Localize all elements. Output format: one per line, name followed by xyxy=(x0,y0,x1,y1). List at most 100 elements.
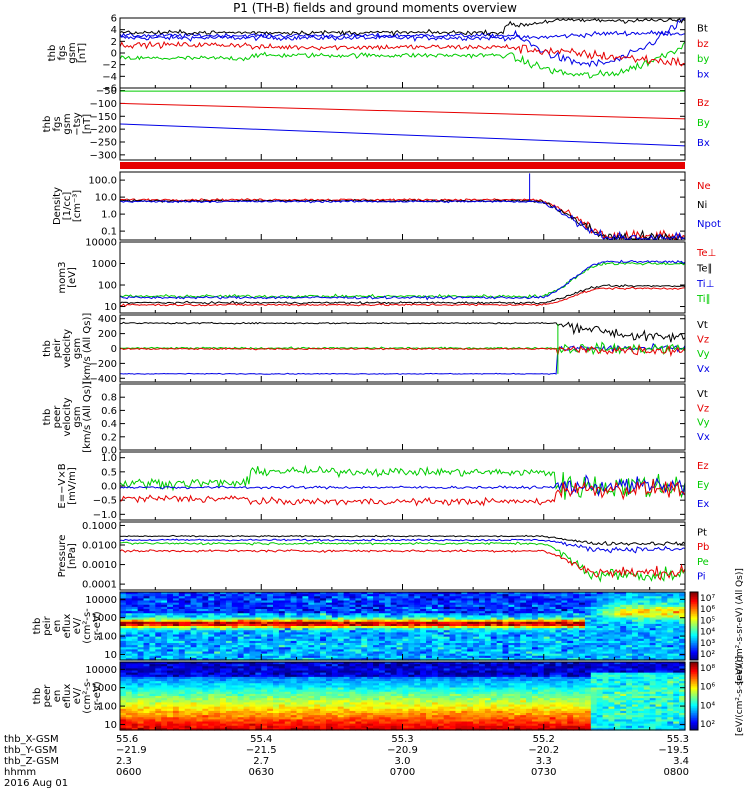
spectrogram-cell xyxy=(190,727,198,731)
spectrogram-cell xyxy=(643,657,651,661)
spectrogram-cell xyxy=(584,613,592,616)
spectrogram-cell xyxy=(549,632,557,636)
spectrogram-cell xyxy=(390,704,398,708)
spectrogram-cell xyxy=(143,638,151,642)
spectrogram-cell xyxy=(261,664,268,667)
spectrogram-cell xyxy=(284,679,292,682)
spectrogram-cell xyxy=(255,715,262,718)
spectrogram-cell xyxy=(125,685,133,689)
spectrogram-frame xyxy=(119,591,686,661)
spectrogram-cell xyxy=(378,594,386,597)
spectrogram-cell xyxy=(667,636,674,640)
spectrogram-cell xyxy=(255,621,262,625)
spectrogram-cell xyxy=(602,640,610,644)
spectrogram-cell xyxy=(184,725,192,729)
spectrogram-cell xyxy=(567,630,574,633)
spectrogram-cell xyxy=(208,638,215,642)
spectrogram-cell xyxy=(155,696,162,699)
spectrogram-cell xyxy=(384,721,392,725)
spectrogram-cell xyxy=(579,604,586,608)
spectrogram-cell xyxy=(267,719,274,723)
spectrogram-cell xyxy=(172,617,180,621)
spectrogram-cell xyxy=(243,632,251,636)
spectrogram-cell xyxy=(584,621,592,625)
spectrogram-cell xyxy=(178,708,186,712)
spectrogram-cell xyxy=(467,598,474,602)
spectrogram-cell xyxy=(531,643,539,646)
spectrogram-cell xyxy=(202,623,209,627)
spectrogram-cell xyxy=(537,592,545,595)
spectrogram-cell xyxy=(249,691,256,695)
spectrogram-cell xyxy=(131,696,139,699)
spectrogram-cell xyxy=(579,617,586,621)
spectrogram-cell xyxy=(296,704,304,708)
spectrogram-cell xyxy=(473,645,480,648)
spectrogram-cell xyxy=(273,710,280,714)
spectrogram-cell xyxy=(308,700,315,703)
spectrogram-cell xyxy=(361,611,368,614)
spectrogram-cell xyxy=(555,596,563,599)
spectrogram-cell xyxy=(420,640,427,644)
spectrogram-cell xyxy=(396,662,404,665)
spectrogram-cell xyxy=(237,632,245,636)
spectrogram-cell xyxy=(208,630,215,633)
spectrogram-cell xyxy=(637,657,645,661)
spectrogram-cell xyxy=(661,611,668,614)
spectrogram-cell xyxy=(349,649,357,653)
spectrogram-cell xyxy=(367,636,374,640)
spectrogram-cell xyxy=(437,621,445,625)
spectrogram-cell xyxy=(302,609,309,612)
spectrogram-cell xyxy=(373,710,380,714)
spectrogram-cell xyxy=(231,683,239,686)
spectrogram-cell xyxy=(537,602,545,606)
spectrogram-cell xyxy=(314,655,321,659)
spectrogram-cell xyxy=(320,630,327,633)
spectrogram-cell xyxy=(373,645,380,648)
spectrogram-cell xyxy=(302,681,309,684)
spectrogram-cell xyxy=(284,602,292,606)
spectrogram-cell xyxy=(349,664,357,667)
spectrogram-cell xyxy=(420,602,427,606)
spectrogram-cell xyxy=(172,700,180,703)
spectrogram-cell xyxy=(231,727,239,731)
spectrogram-cell xyxy=(443,645,451,648)
spectrogram-cell xyxy=(537,600,545,604)
spectrogram-cell xyxy=(255,632,262,636)
spectrogram-cell xyxy=(661,655,668,659)
spectrogram-cell xyxy=(178,653,186,657)
legend-ti∥: Ti∥ xyxy=(696,294,711,305)
spectrogram-cell xyxy=(190,685,198,689)
spectrogram-cell xyxy=(561,596,568,599)
spectrogram-cell xyxy=(402,592,409,595)
spectrogram-cell xyxy=(337,706,345,710)
spectrogram-cell xyxy=(149,604,156,608)
spectrogram-cell xyxy=(361,717,368,720)
spectrogram-cell xyxy=(325,619,333,623)
spectrogram-cell xyxy=(555,606,563,610)
spectrogram-cell xyxy=(337,623,345,627)
spectrogram-cell xyxy=(273,657,280,661)
spectrogram-cell xyxy=(184,681,192,684)
spectrogram-cell xyxy=(243,604,251,608)
spectrogram-cell xyxy=(237,717,245,720)
spectrogram-cell xyxy=(214,653,221,657)
spectrogram-cell xyxy=(243,613,251,616)
spectrogram-cell xyxy=(343,604,351,608)
spectrogram-cell xyxy=(267,662,274,665)
spectrogram-cell xyxy=(414,649,421,653)
spectrogram-cell xyxy=(520,640,527,644)
spectrogram-cell xyxy=(161,708,168,712)
spectrogram-cell xyxy=(290,636,298,640)
spectrogram-cell xyxy=(367,617,374,621)
spectrogram-cell xyxy=(155,645,162,648)
spectrogram-cell xyxy=(120,721,127,725)
spectrogram-cell xyxy=(373,596,380,599)
spectrogram-cell xyxy=(337,636,345,640)
spectrogram-cell xyxy=(443,604,451,608)
spectrogram-cell xyxy=(314,727,321,731)
spectrogram-cell xyxy=(261,696,268,699)
spectrogram-cell xyxy=(161,676,168,680)
spectrogram-cell xyxy=(632,596,639,599)
spectrogram-cell xyxy=(437,649,445,653)
spectrogram-cell xyxy=(549,606,557,610)
